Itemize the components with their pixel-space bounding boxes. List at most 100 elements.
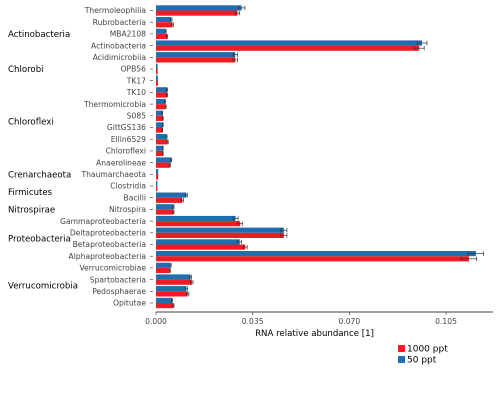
bar-alphaproteobacteria-1000ppt <box>156 256 469 262</box>
bar-betaproteobacteria-1000ppt <box>156 244 246 250</box>
legend-label: 50 ppt <box>407 356 437 366</box>
category-label: Actinobacteria <box>91 41 146 50</box>
legend-swatch <box>398 356 405 363</box>
bar-pedosphaerae-50ppt <box>156 286 187 292</box>
bar-nitrospira-1000ppt <box>156 209 174 215</box>
phylum-label: Crenarchaeota <box>8 170 71 180</box>
bar-mba2108-50ppt <box>156 28 166 34</box>
bar-tk17-50ppt <box>156 75 158 81</box>
bar-s085-1000ppt <box>156 115 163 121</box>
category-label: Opitutae <box>113 299 146 308</box>
bar-thermoleophilia-50ppt <box>156 5 242 11</box>
bar-s085-50ppt <box>156 110 163 116</box>
bar-betaproteobacteria-50ppt <box>156 239 240 245</box>
x-tick-label: 0.035 <box>242 317 264 326</box>
bar-ellin6529-50ppt <box>156 134 167 140</box>
bar-gammaproteobacteria-50ppt <box>156 215 236 222</box>
category-label: Thaumarchaeota <box>80 170 146 179</box>
bar-clostridia-1000ppt <box>156 186 158 192</box>
phylum-label: Chloroflexi <box>8 118 54 128</box>
phylum-label: Proteobacteria <box>8 235 71 245</box>
bar-acidimicrobiia-50ppt <box>156 52 236 58</box>
category-label: Spartobacteria <box>90 275 146 284</box>
category-label: S085 <box>127 112 146 121</box>
category-label: Thermomicrobia <box>83 100 146 109</box>
bar-opitutae-1000ppt <box>156 303 174 309</box>
bar-deltaproteobacteria-1000ppt <box>156 232 284 238</box>
category-label: Clostridia <box>110 182 146 191</box>
legend-label: 1000 ppt <box>407 345 448 355</box>
bar-acidimicrobiia-1000ppt <box>156 57 236 63</box>
category-label: TK10 <box>126 88 146 97</box>
bar-gammaproteobacteria-1000ppt <box>156 221 241 227</box>
bar-verrucomicrobiae-50ppt <box>156 262 171 268</box>
bar-tk10-1000ppt <box>156 92 168 98</box>
x-axis: 0.000 0.035 0.070 0.105 RNA relative abundan… <box>145 311 493 339</box>
bar-bacilli-50ppt <box>156 192 187 198</box>
category-label: Anaerolineae <box>96 158 146 167</box>
bar-alphaproteobacteria-50ppt <box>156 251 476 257</box>
bar-nitrospira-50ppt <box>156 204 174 210</box>
category-label: GittGS136 <box>107 123 146 132</box>
bar-opb56-50ppt <box>156 63 158 69</box>
category-label: MBA2108 <box>110 30 146 39</box>
category-label: Rubrobacteria <box>93 18 146 27</box>
bar-chloroflexi-1000ppt <box>156 150 163 157</box>
phylum-label: Actinobacteria <box>8 30 70 40</box>
x-tick-label: 0.070 <box>338 317 360 326</box>
category-label: Thermoleophilia <box>84 6 146 15</box>
category-label: Ellin6529 <box>111 135 146 144</box>
phylum-label: Verrucomicrobia <box>8 281 78 291</box>
category-label: Deltaproteobacteria <box>70 229 146 238</box>
bar-rubrobacteria-50ppt <box>156 17 172 23</box>
category-label: Alphaproteobacteria <box>69 252 147 261</box>
x-axis-title: RNA relative abundance [1] <box>255 329 374 339</box>
bar-actinobacteria-50ppt <box>156 40 423 46</box>
x-tick-label: 0.000 <box>145 317 167 326</box>
bar-clostridia-50ppt <box>156 180 158 186</box>
bar-bacilli-1000ppt <box>156 197 183 203</box>
bar-actinobacteria-1000ppt <box>156 45 420 51</box>
phylum-label: Chlorobi <box>8 65 44 75</box>
bar-mba2108-1000ppt <box>156 33 168 40</box>
bar-rubrobacteria-1000ppt <box>156 22 173 28</box>
bar-chloroflexi-50ppt <box>156 145 163 151</box>
category-label: Verrucomicrobiae <box>79 264 146 273</box>
category-label: Pedosphaerae <box>92 287 146 296</box>
bar-spartobacteria-1000ppt <box>156 279 192 285</box>
bar-verrucomicrobiae-1000ppt <box>156 267 170 274</box>
labels-layer: Thermoleophilia Rubrobacteria MBA2108 Actin… <box>8 6 153 308</box>
bar-thaumarchaeota-1000ppt <box>156 174 159 180</box>
category-label: Nitrospira <box>109 205 146 214</box>
x-tick-label: 0.105 <box>435 317 457 326</box>
phylum-label: Nitrospirae <box>8 205 55 215</box>
bar-thermomicrobia-50ppt <box>156 98 166 105</box>
bar-anaerolineae-1000ppt <box>156 162 170 168</box>
bar-spartobacteria-50ppt <box>156 274 191 280</box>
bar-gittgs136-1000ppt <box>156 127 163 133</box>
bar-thermomicrobia-1000ppt <box>156 104 166 110</box>
bar-opitutae-50ppt <box>156 297 173 303</box>
phylum-label: Firmicutes <box>8 188 53 198</box>
bar-thaumarchaeota-50ppt <box>156 169 159 175</box>
legend-swatch <box>398 345 405 352</box>
bar-anaerolineae-50ppt <box>156 157 172 163</box>
category-label: Gammaproteobacteria <box>60 217 146 226</box>
bar-thermoleophilia-1000ppt <box>156 10 238 16</box>
category-label: OPB56 <box>121 65 147 74</box>
category-label: Chloroflexi <box>106 147 146 156</box>
category-label: TK17 <box>126 76 146 85</box>
bar-gittgs136-50ppt <box>156 122 163 128</box>
category-label: Bacilli <box>124 193 146 202</box>
bar-tk17-1000ppt <box>156 80 158 86</box>
bars-layer <box>156 5 484 309</box>
bar-tk10-50ppt <box>156 87 168 93</box>
category-label: Acidimicrobiia <box>93 53 146 62</box>
bar-opb56-1000ppt <box>156 69 158 75</box>
bar-ellin6529-1000ppt <box>156 139 168 145</box>
bar-deltaproteobacteria-50ppt <box>156 227 284 233</box>
category-label: Betaproteobacteria <box>73 240 146 249</box>
bar-pedosphaerae-1000ppt <box>156 291 188 297</box>
